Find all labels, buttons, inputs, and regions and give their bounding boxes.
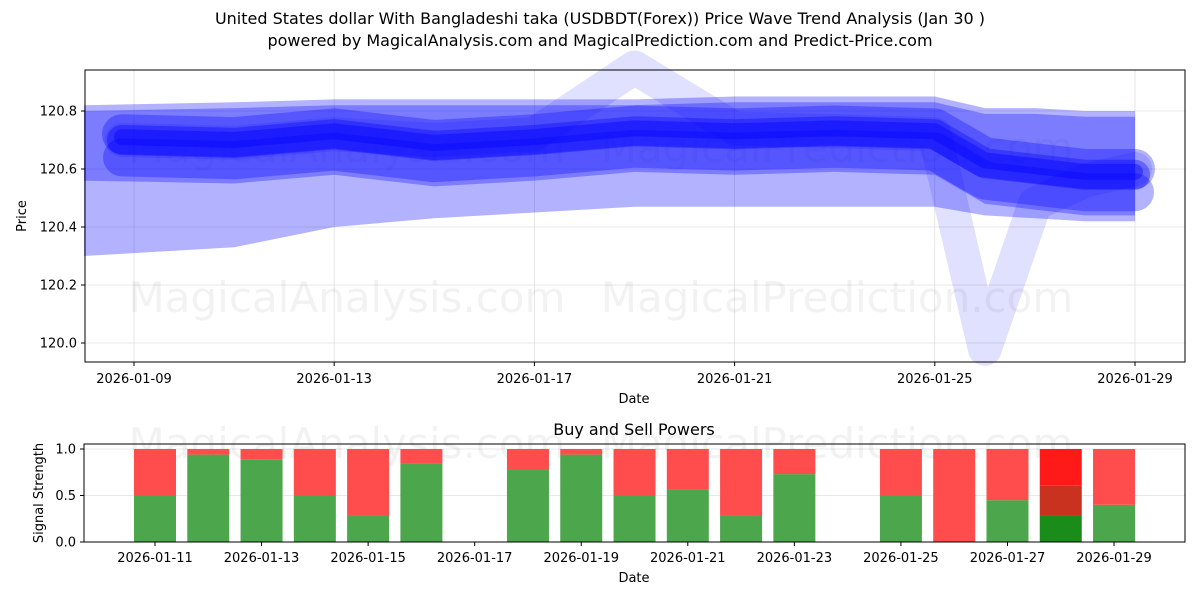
sell-bar <box>293 449 336 496</box>
buy-bar <box>400 463 443 542</box>
bar-2026-01-28 <box>1039 449 1082 542</box>
bar-2026-01-21 <box>666 449 709 542</box>
wave-line <box>114 120 1143 180</box>
buy-bar <box>560 454 603 542</box>
bar-2026-01-12 <box>187 449 230 542</box>
watermark: MagicalPrediction.com <box>601 123 1074 172</box>
bar-2026-01-22 <box>720 449 763 542</box>
x-tick-label: 2026-01-13 <box>224 551 300 566</box>
sell-bar <box>506 449 549 470</box>
buy-bar <box>986 500 1029 542</box>
x-tick-label: 2026-01-29 <box>1097 372 1173 387</box>
x-tick-label: 2026-01-21 <box>697 372 773 387</box>
y-tick-label: 1.0 <box>55 443 76 458</box>
y-tick-label: 120.2 <box>40 279 77 294</box>
sell-bar <box>1093 449 1136 505</box>
price-chart: MagicalAnalysis.com MagicalPrediction.com… <box>15 50 1186 407</box>
bar-2026-01-29 <box>1093 449 1136 542</box>
x-tick-label: 2026-01-25 <box>863 551 939 566</box>
x-tick-label: 2026-01-13 <box>296 372 372 387</box>
buy-bar <box>240 459 283 542</box>
sell-bar <box>613 449 656 496</box>
watermark: MagicalPrediction.com <box>601 273 1074 322</box>
sell-bar <box>187 449 230 455</box>
y-axis-label: Price <box>15 200 30 232</box>
bar-2026-01-23 <box>773 449 816 542</box>
bar-2026-01-27 <box>986 449 1029 542</box>
bar-2026-01-26 <box>933 449 976 542</box>
sell-bar <box>1039 449 1082 486</box>
bar-2026-01-13 <box>240 449 283 542</box>
buy-bar <box>134 495 176 542</box>
plot-frame <box>84 69 1186 363</box>
watermark: MagicalAnalysis.com <box>129 273 566 322</box>
x-tick-label: 2026-01-17 <box>437 551 513 566</box>
overlap-bar <box>1039 485 1082 516</box>
wave-line <box>105 50 1152 366</box>
sell-bar <box>666 449 709 490</box>
watermark: MagicalAnalysis.com <box>129 123 566 172</box>
buy-bar <box>347 515 390 542</box>
wave-bands <box>83 50 1155 366</box>
sell-bar <box>400 449 443 464</box>
sell-bar <box>933 449 976 542</box>
x-tick-label: 2026-01-29 <box>1076 551 1152 566</box>
buy-bar <box>1039 515 1082 542</box>
y-tick-label: 0.5 <box>55 489 76 504</box>
x-axis-label: Date <box>618 571 649 586</box>
wave-line <box>107 116 1150 190</box>
plot-frame <box>83 443 1186 543</box>
sell-bar <box>986 449 1029 501</box>
buy-bar <box>506 469 549 542</box>
chart-subtitle: powered by MagicalAnalysis.com and Magic… <box>267 31 933 50</box>
sell-bar <box>773 449 816 475</box>
chart-title: United States dollar With Bangladeshi ta… <box>214 9 986 28</box>
y-axis-label: Signal Strength <box>32 443 47 543</box>
x-tick-label: 2026-01-27 <box>970 551 1046 566</box>
x-tick-label: 2026-01-11 <box>117 551 193 566</box>
x-tick-label: 2026-01-21 <box>650 551 726 566</box>
buy-bar <box>773 474 816 542</box>
sell-bar <box>879 449 922 496</box>
sell-bar <box>347 449 390 516</box>
buy-bar <box>187 454 230 542</box>
y-tick-label: 120.4 <box>40 221 77 236</box>
buy-bar <box>720 515 763 542</box>
buy-sell-chart: MagicalAnalysis.com MagicalPrediction.com… <box>32 419 1186 586</box>
buy-bar <box>666 489 709 542</box>
x-tick-label: 2026-01-15 <box>330 551 406 566</box>
bar-2026-01-18 <box>506 449 549 542</box>
buy-bar <box>879 495 922 542</box>
buy-bar <box>293 495 336 542</box>
y-tick-label: 0.0 <box>55 536 76 551</box>
wave-band <box>83 96 1136 256</box>
subplot-title: Buy and Sell Powers <box>553 420 715 439</box>
x-tick-label: 2026-01-09 <box>96 372 172 387</box>
sell-bar <box>720 449 763 516</box>
sell-bar <box>240 449 283 460</box>
bar-2026-01-20 <box>613 449 656 542</box>
bar-2026-01-14 <box>293 449 336 542</box>
buy-bar <box>613 495 656 542</box>
x-tick-label: 2026-01-23 <box>757 551 833 566</box>
wave-band <box>83 102 1136 216</box>
bar-2026-01-11 <box>134 449 176 542</box>
sell-bar <box>134 449 176 496</box>
bar-2026-01-25 <box>879 449 922 542</box>
y-tick-label: 120.8 <box>40 105 77 120</box>
y-tick-label: 120.6 <box>40 163 77 178</box>
wave-line <box>102 105 1155 189</box>
wave-line <box>103 129 1154 212</box>
x-tick-label: 2026-01-17 <box>497 372 573 387</box>
bar-2026-01-19 <box>560 449 603 542</box>
y-tick-label: 120.0 <box>40 337 77 352</box>
sell-bar <box>560 449 603 455</box>
x-tick-label: 2026-01-25 <box>897 372 973 387</box>
bar-2026-01-15 <box>347 449 390 542</box>
x-axis-label: Date <box>618 392 649 407</box>
buy-bar <box>1093 504 1136 542</box>
bar-2026-01-16 <box>400 449 443 542</box>
x-tick-label: 2026-01-19 <box>543 551 619 566</box>
